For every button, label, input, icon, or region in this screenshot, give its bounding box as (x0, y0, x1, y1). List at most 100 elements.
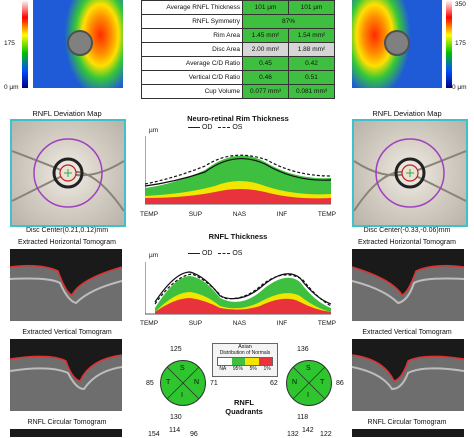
legend-box-subtitle: Distribution of Normals (219, 350, 271, 356)
right-fundus-overlay (354, 138, 466, 212)
left-scale-bar (22, 0, 28, 88)
os-quad-left: 62 (270, 380, 278, 387)
right-circular-tomogram (352, 429, 464, 437)
table-row-label: RNFL Symmetry (141, 14, 243, 29)
left-vertical-tomogram (10, 339, 122, 411)
table-row-label: Disc Area (141, 42, 243, 57)
left-horizontal-tomogram (10, 249, 122, 321)
rnfl-tick-inf: INF (276, 320, 288, 327)
od-quad-top: 125 (170, 346, 182, 353)
rim-chart-unit: µm (149, 127, 159, 134)
table-cell-os: 0.51 (288, 70, 335, 85)
table-cell-od: 0.46 (242, 70, 289, 85)
right-deviation-map (352, 119, 468, 227)
table-row-label: Average RNFL Thickness (141, 0, 243, 15)
table-row: RNFL Symmetry 87% (141, 14, 335, 29)
os-clock-value-3: 122 (320, 431, 332, 438)
os-letter-n: N (292, 379, 298, 386)
quadrants-title-line2: Quadrants (225, 407, 263, 416)
table-row: Rim Area 1.45 mm² 1.54 mm² (141, 28, 335, 43)
table-row: Average C/D Ratio 0.45 0.42 (141, 56, 335, 71)
table-row: Average RNFL Thickness 101 µm 101 µm (141, 0, 335, 15)
rnfl-chart-unit: µm (149, 252, 159, 259)
left-scale-bottom: 0 µm (4, 84, 19, 91)
table-row-label: Cup Volume (141, 84, 243, 99)
od-quad-left: 85 (146, 380, 154, 387)
legend-label-1: 1% (263, 366, 271, 372)
left-thickness-map (33, 0, 123, 88)
rnfl-tick-sup: SUP (188, 320, 203, 327)
rim-red-band (145, 189, 331, 204)
table-cell-od: 2.00 mm² (242, 42, 289, 57)
swatch-borderline (245, 358, 259, 365)
right-deviation-title: RNFL Deviation Map (372, 109, 442, 118)
table-row-label: Rim Area (141, 28, 243, 43)
table-cell-merged: 87% (242, 14, 335, 29)
rim-os-line (145, 154, 331, 185)
rnfl-x-ticks: TEMP SUP NAS INF TEMP (140, 320, 336, 327)
rnfl-tick-temp: TEMP (140, 320, 159, 327)
right-scale-bar (446, 0, 452, 88)
od-quadrant-circle: S T N I (160, 360, 206, 406)
legend-os-label: OS (232, 124, 243, 131)
rim-tick-nas: NAS (232, 211, 247, 218)
left-horizontal-title: Extracted Horizontal Tomogram (18, 239, 116, 246)
rim-tick-inf: INF (276, 211, 288, 218)
rnfl-parameter-table: Average RNFL Thickness 101 µm 101 µm RNFL S… (141, 0, 335, 99)
rim-thickness-chart (145, 136, 331, 205)
od-letter-t: T (166, 379, 171, 386)
legend-swatch-labels: NA 95% 5% 1% (216, 366, 274, 372)
table-cell-os: 101 µm (288, 0, 335, 15)
rnfl-tick-temp2: TEMP (317, 320, 336, 327)
rnfl-os-line (154, 273, 331, 307)
rim-x-ticks: TEMP SUP NAS INF TEMP (140, 211, 336, 218)
table-cell-os: 0.081 mm³ (288, 84, 335, 99)
od-letter-n: N (194, 379, 200, 386)
legend-box-title: Asian (238, 344, 252, 350)
legend-label-5: 5% (249, 366, 257, 372)
left-fundus-overlay (12, 138, 124, 212)
right-circular-title: RNFL Circular Tomogram (367, 419, 447, 426)
swatch-abnormal (258, 358, 272, 365)
table-cell-os: 0.42 (288, 56, 335, 71)
left-circular-tomogram (10, 429, 122, 437)
swatch-na (218, 358, 232, 365)
rnfl-red-band (155, 298, 331, 314)
os-clock-value-2: 142 (302, 427, 314, 434)
normative-legend-box: Asian Distribution of Normals NA 95% 5% … (212, 343, 278, 377)
table-row-label: Average C/D Ratio (141, 56, 243, 71)
os-quad-bottom: 118 (297, 414, 309, 421)
right-horizontal-tomogram (352, 249, 464, 321)
rim-tick-sup: SUP (188, 211, 203, 218)
os-letter-i: I (307, 392, 309, 399)
left-circular-title: RNFL Circular Tomogram (27, 419, 107, 426)
od-clock-value-2: 114 (169, 427, 181, 434)
od-quad-bottom: 130 (170, 414, 182, 421)
os-quad-top: 136 (297, 346, 309, 353)
legend-label-95: 95% (232, 366, 243, 372)
od-letter-s: S (180, 365, 185, 372)
right-scale-top: 350 (455, 1, 466, 8)
rim-chart-title: Neuro-retinal Rim Thickness (187, 114, 289, 123)
os-letter-t: T (320, 379, 325, 386)
right-thickness-map (352, 0, 442, 88)
os-quadrant-circle: S N T I (286, 360, 332, 406)
os-clock-value-1: 132 (287, 431, 299, 438)
right-vertical-title: Extracted Vertical Tomogram (362, 329, 452, 336)
quadrants-title-line1: RNFL (234, 398, 254, 407)
rim-od-line (145, 158, 331, 187)
left-deviation-map (10, 119, 126, 227)
od-clock-value-1: 154 (148, 431, 160, 438)
left-disc-center: Disc Center(0.21,0.12)mm (25, 227, 109, 234)
os-quad-right: 86 (336, 380, 344, 387)
table-row-label: Vertical C/D Ratio (141, 70, 243, 85)
legend-os-label: OS (232, 250, 243, 257)
table-cell-os: 1.54 mm² (288, 28, 335, 43)
rnfl-thickness-chart (145, 262, 331, 315)
right-scale-bottom: 0 µm (452, 84, 467, 91)
rnfl-tick-nas: NAS (232, 320, 247, 327)
legend-od-label: OD (201, 250, 213, 257)
os-letter-s: S (306, 365, 311, 372)
table-row: Disc Area 2.00 mm² 1.88 mm² (141, 42, 335, 57)
right-vertical-tomogram (352, 339, 464, 411)
